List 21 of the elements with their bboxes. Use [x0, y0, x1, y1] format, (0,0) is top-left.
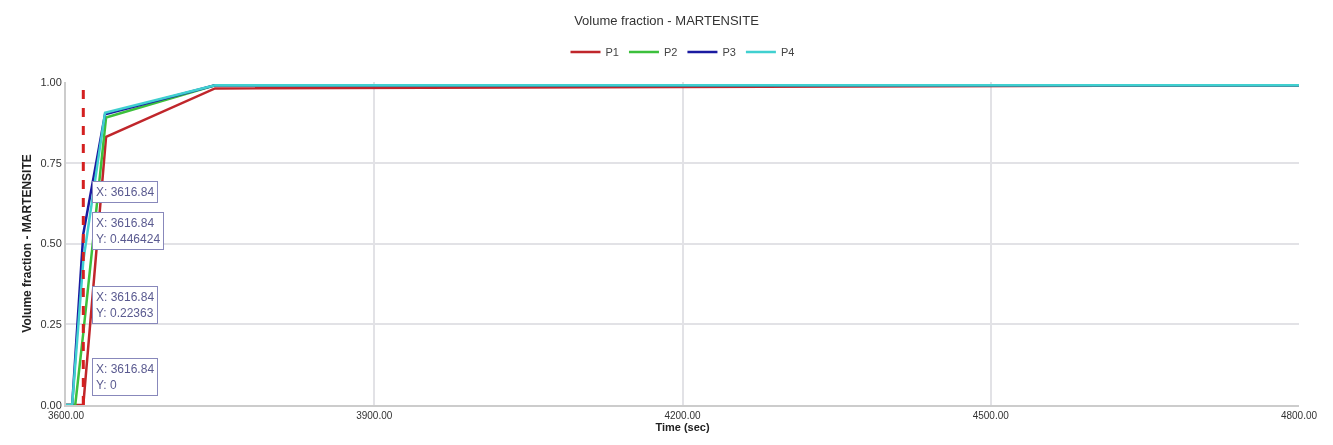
- chart-title: Volume fraction - MARTENSITE: [574, 12, 760, 28]
- x-tick-label: 4800.00: [1280, 410, 1318, 421]
- legend-label: P3: [722, 46, 736, 59]
- legend-label: P1: [605, 46, 619, 59]
- legend-label: P2: [663, 46, 678, 59]
- y-tick-label: 1.00: [40, 75, 62, 88]
- x-tick-label: 4200.00: [664, 410, 702, 421]
- annotation: X: 3616.84: [96, 185, 155, 199]
- legend-label: P4: [780, 46, 795, 59]
- x-axis-title: Time (sec): [655, 421, 710, 433]
- x-tick-label: 3900.00: [356, 410, 393, 421]
- y-tick-label: 0.50: [40, 237, 62, 250]
- y-tick-label: 0.00: [40, 398, 62, 411]
- x-tick-label: 3600.00: [47, 410, 85, 421]
- annotation: X: 3616.84 Y: 0.446424: [96, 216, 161, 246]
- y-tick-label: 0.75: [40, 156, 62, 169]
- x-tick-label: 4500.00: [972, 410, 1010, 421]
- y-tick-label: 0.25: [40, 318, 62, 331]
- y-axis-title: Volume fraction - MARTENSITE: [20, 154, 35, 333]
- annotation: X: 3616.84 Y: 0.22363: [96, 290, 155, 320]
- annotation: X: 3616.84 Y: 0: [96, 362, 155, 392]
